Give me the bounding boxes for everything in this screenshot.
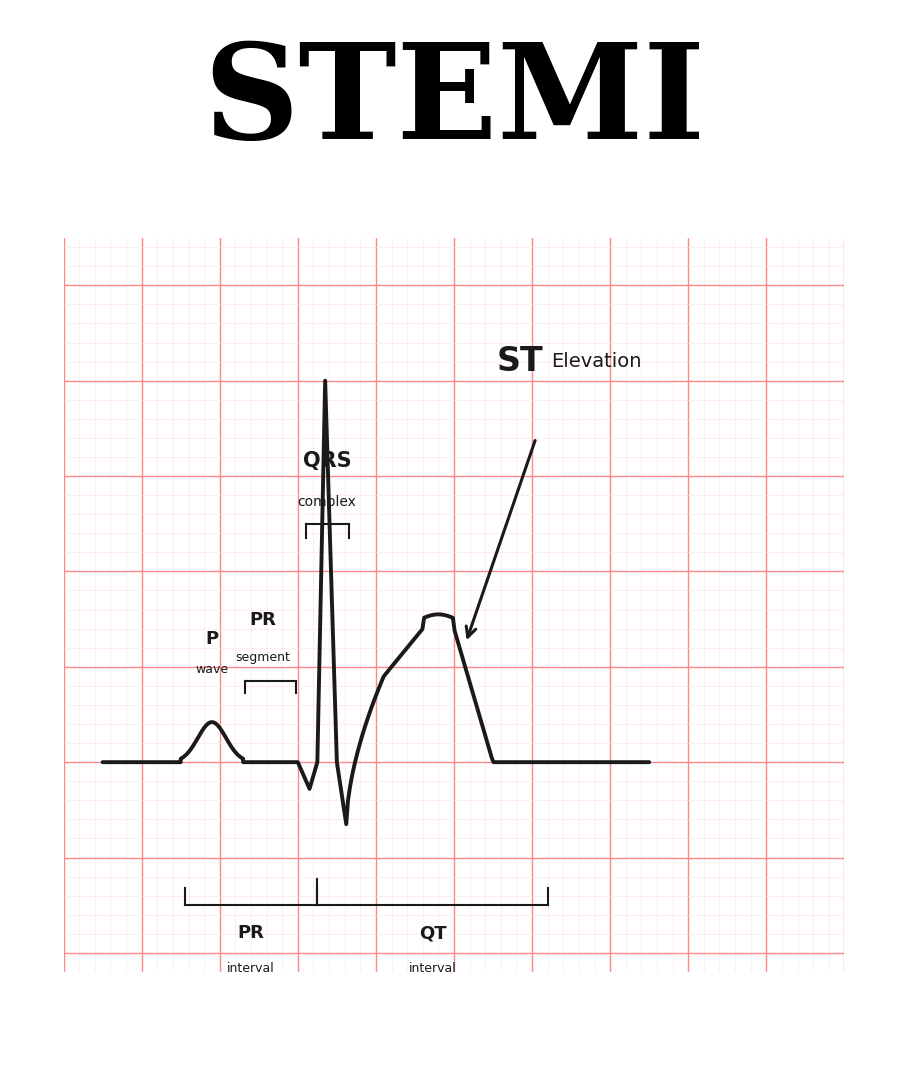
Text: VectorStock: VectorStock (23, 1027, 183, 1052)
Text: VectorStock.com/18615342: VectorStock.com/18615342 (521, 1027, 885, 1052)
Text: PR: PR (238, 924, 264, 943)
Text: segment: segment (235, 651, 291, 664)
Text: QT: QT (419, 924, 447, 943)
Text: ST: ST (497, 346, 544, 378)
Text: wave: wave (195, 663, 229, 676)
Text: STEMI: STEMI (203, 38, 705, 167)
Text: Elevation: Elevation (552, 352, 642, 372)
Text: interval: interval (227, 962, 275, 975)
Text: P: P (205, 630, 219, 648)
Text: interval: interval (409, 962, 457, 975)
Text: QRS: QRS (302, 451, 351, 471)
Text: PR: PR (250, 610, 276, 629)
Text: complex: complex (298, 496, 357, 510)
